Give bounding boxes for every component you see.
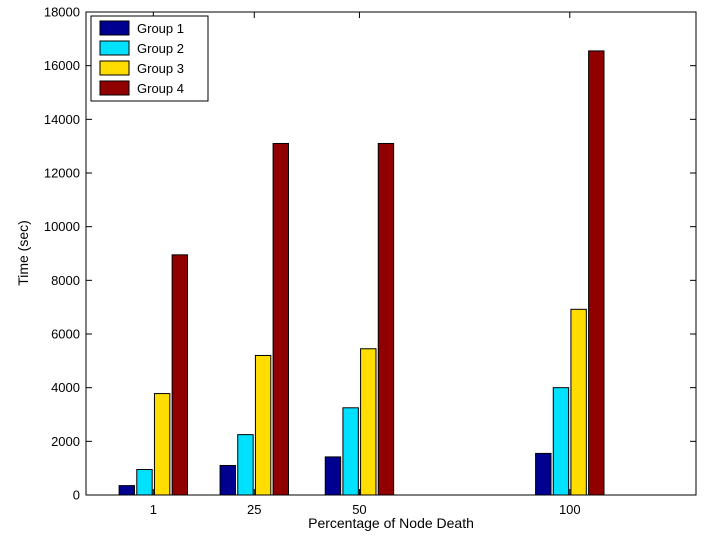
legend-label: Group 4: [137, 81, 184, 96]
legend-label: Group 3: [137, 61, 184, 76]
bar-group-3-100: [570, 308, 587, 496]
x-tick-label: 1: [150, 502, 157, 517]
x-axis: 1 25 50 100: [150, 12, 581, 517]
legend: Group 1 Group 2 Group 3 Group 4: [90, 15, 209, 102]
x-tick-label: 25: [247, 502, 261, 517]
y-axis-label: Time (sec): [15, 220, 31, 286]
bar-group-2-1: [136, 469, 153, 496]
legend-swatch: [99, 20, 130, 36]
bar-group-4-1: [171, 254, 189, 496]
y-tick-label: 0: [73, 488, 80, 503]
x-tick-label: 100: [559, 502, 581, 517]
bar-group-3-1: [153, 393, 171, 496]
y-tick-label: 18000: [44, 5, 80, 20]
legend-label: Group 2: [137, 41, 184, 56]
bar-group-4-25: [272, 142, 289, 496]
bar-group-4-100: [588, 50, 605, 496]
y-axis: 0 2000 4000 6000 8000 10000 12000 14000 16000 180…: [44, 5, 696, 503]
bar-group-4-50: [377, 142, 395, 496]
bar-group-1-50: [324, 456, 342, 496]
y-tick-label: 14000: [44, 112, 80, 127]
bar-group-2-25: [237, 434, 254, 496]
bar-group-1-100: [535, 452, 552, 496]
bars-layer: [118, 50, 605, 496]
y-tick-label: 10000: [44, 219, 80, 234]
y-tick-label: 6000: [51, 327, 80, 342]
y-tick-label: 4000: [51, 380, 80, 395]
y-tick-label: 16000: [44, 58, 80, 73]
legend-label: Group 1: [137, 21, 184, 36]
bar-group-3-25: [254, 354, 272, 496]
legend-swatch: [99, 80, 130, 96]
bar-group-1-1: [118, 485, 136, 496]
y-tick-label: 2000: [51, 434, 80, 449]
bar-group-3-50: [360, 348, 377, 496]
bar-group-1-25: [219, 464, 236, 496]
legend-swatch: [99, 60, 130, 76]
bar-group-2-100: [552, 387, 570, 496]
y-tick-label: 12000: [44, 166, 80, 181]
x-axis-label: Percentage of Node Death: [308, 515, 474, 531]
bar-group-2-50: [342, 407, 359, 496]
x-tick-label: 50: [352, 502, 366, 517]
legend-swatch: [99, 40, 130, 56]
y-tick-label: 8000: [51, 273, 80, 288]
plot-frame: [85, 11, 697, 496]
